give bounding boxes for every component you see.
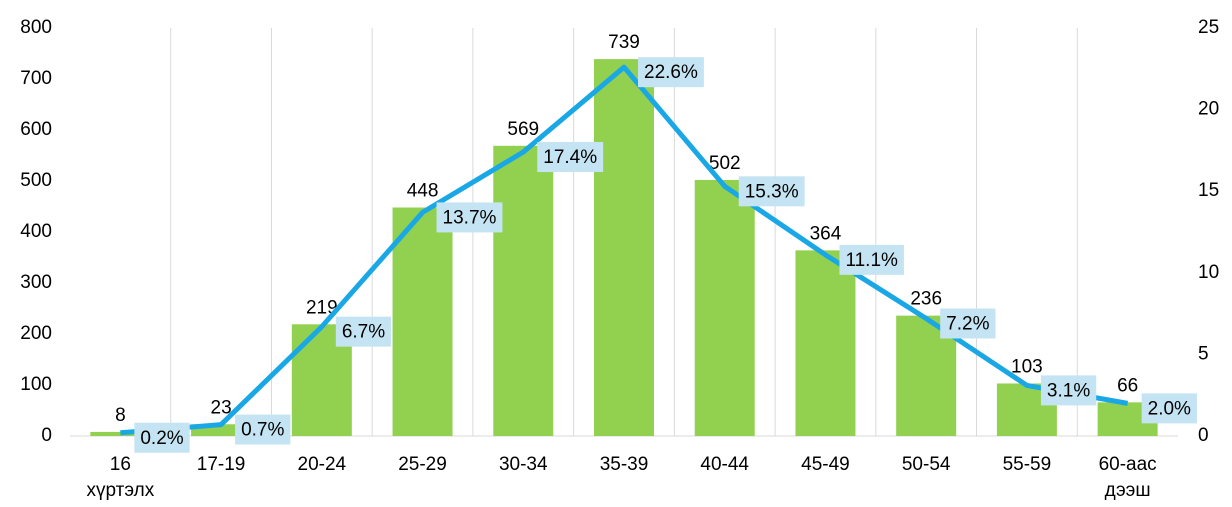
line-value-label: 7.2% xyxy=(946,314,989,335)
x-tick-label: 20-24 xyxy=(297,454,347,475)
line-value-label: 6.7% xyxy=(342,322,385,343)
line-label-box xyxy=(638,57,704,88)
line-label-box xyxy=(537,142,604,173)
line-value-label: 2.0% xyxy=(1148,398,1191,419)
bar xyxy=(191,424,252,436)
line-label-box xyxy=(235,414,291,445)
y-tick-label: 400 xyxy=(20,221,52,242)
x-tick-label: 16 хүртэлх xyxy=(86,454,155,501)
y-tick-label: 700 xyxy=(20,68,52,89)
x-tick-label: 25-29 xyxy=(398,454,447,475)
bar-value-label: 23 xyxy=(211,397,232,418)
bar xyxy=(493,145,554,436)
line-value-label: 0.7% xyxy=(241,420,284,441)
bar-value-label: 739 xyxy=(608,32,640,53)
y2-tick-label: 0 xyxy=(1198,425,1209,446)
line-label-box xyxy=(738,176,805,207)
y-tick-label: 200 xyxy=(20,323,52,344)
line-value-label: 0.2% xyxy=(140,428,183,449)
y-tick-label: 300 xyxy=(20,272,52,293)
line xyxy=(120,64,1129,436)
line-label-box xyxy=(436,202,503,233)
line-value-label: 11.1% xyxy=(845,250,898,271)
x-tick-label: 35-39 xyxy=(599,454,649,475)
line-label-box xyxy=(1141,393,1197,424)
bar-value-label: 66 xyxy=(1117,375,1138,396)
bar-value-label: 219 xyxy=(306,297,338,318)
x-tick-label: 40-44 xyxy=(700,454,750,475)
bar-value-label: 364 xyxy=(810,223,842,244)
y2-tick-label: 25 xyxy=(1198,17,1219,38)
y-tick-label: 100 xyxy=(20,374,52,395)
line-value-label: 17.4% xyxy=(543,147,597,168)
y-tick-label: 0 xyxy=(41,425,52,446)
y2-tick-label: 20 xyxy=(1198,99,1219,120)
bar xyxy=(694,179,755,437)
y2-tick-label: 5 xyxy=(1198,343,1209,364)
x-tick-label: 30-34 xyxy=(498,454,548,475)
line-value-label: 22.6% xyxy=(644,62,698,83)
y2-tick-label: 15 xyxy=(1198,180,1219,201)
bar xyxy=(795,250,856,436)
line-label-box xyxy=(1040,375,1097,406)
bar xyxy=(594,59,654,437)
y-tick-label: 500 xyxy=(20,170,52,191)
bar xyxy=(90,431,151,436)
y-tick-label: 600 xyxy=(20,119,52,140)
x-tick-label: 17-19 xyxy=(196,454,246,475)
bar-value-label: 8 xyxy=(115,405,126,426)
x-tick-label: 50-54 xyxy=(901,454,951,475)
line-value-label: 3.1% xyxy=(1047,380,1090,401)
line-label-box xyxy=(335,316,392,347)
line-label-box xyxy=(134,422,190,453)
bar-value-label: 502 xyxy=(709,153,741,174)
x-tick-label: 45-49 xyxy=(801,454,850,475)
x-tick-label: 55-59 xyxy=(1002,454,1052,475)
bar-value-label: 569 xyxy=(507,119,539,140)
line-label-box xyxy=(940,308,996,339)
y2-tick-label: 10 xyxy=(1198,262,1219,283)
line-value-label: 13.7% xyxy=(443,207,497,228)
bar-value-label: 236 xyxy=(910,289,942,310)
x-tick-label: 60-аас дээш xyxy=(1098,454,1157,501)
bar-value-label: 103 xyxy=(1011,356,1043,377)
line-label-box xyxy=(839,244,904,275)
bar xyxy=(392,207,453,436)
y-tick-label: 800 xyxy=(20,17,52,38)
line-value-label: 15.3% xyxy=(745,181,799,202)
bar-value-label: 448 xyxy=(407,181,439,202)
